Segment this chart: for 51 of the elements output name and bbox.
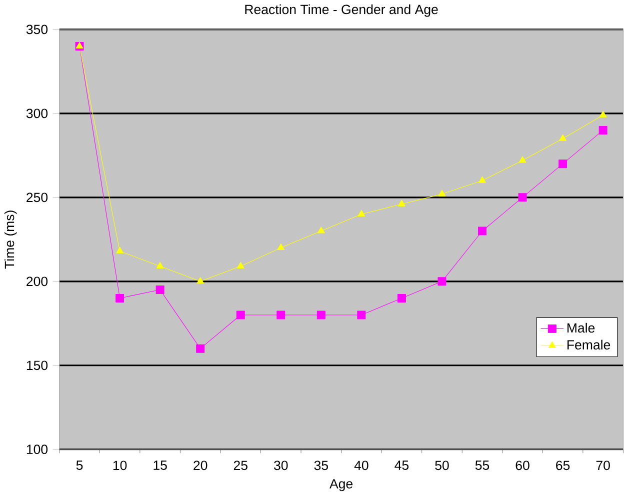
x-tick-label: 60 — [516, 460, 530, 470]
x-tick-label: 40 — [354, 460, 368, 470]
point — [317, 226, 325, 234]
x-tick-label: 45 — [394, 460, 409, 470]
x-tick-label: 15 — [154, 460, 167, 470]
point — [116, 294, 124, 303]
point — [478, 226, 486, 236]
x-axis-title: Age — [330, 479, 353, 492]
x-tick-label: 55 — [475, 460, 490, 470]
point — [156, 262, 164, 269]
y-tick-label: 200 — [26, 276, 48, 286]
x-tick-label: 50 — [435, 460, 449, 470]
y-tick-label: 150 — [26, 360, 48, 370]
point — [357, 310, 366, 320]
x-tick-label: 25 — [234, 460, 248, 470]
point — [276, 310, 286, 320]
x-tick-label: 65 — [556, 460, 570, 470]
point — [397, 294, 406, 303]
point — [599, 111, 607, 118]
legend-label: Male — [567, 323, 595, 333]
point — [558, 160, 568, 168]
point — [598, 126, 608, 135]
x-tick-label: 5 — [76, 460, 83, 470]
y-tick-label: 100 — [26, 444, 48, 454]
point — [236, 262, 244, 269]
x-tick-label: 70 — [596, 460, 610, 470]
x-tick-label: 35 — [314, 460, 328, 470]
point — [559, 134, 567, 142]
point — [277, 244, 285, 250]
y-tick-label: 300 — [26, 108, 48, 118]
point — [358, 210, 366, 217]
point — [316, 310, 326, 320]
point — [438, 277, 446, 286]
x-tick-label: 10 — [113, 460, 127, 470]
point — [438, 190, 446, 197]
y-tick-label: 350 — [26, 24, 48, 34]
point — [398, 200, 406, 207]
chart-title: Reaction Time - Gender and Age — [245, 4, 438, 18]
point — [196, 344, 205, 354]
y-axis-title: Time (ms) — [4, 210, 17, 269]
point — [518, 156, 526, 163]
legend-label: Female — [567, 340, 610, 350]
point — [196, 277, 204, 284]
point — [156, 286, 164, 294]
point — [236, 310, 245, 320]
x-tick-label: 30 — [274, 460, 288, 470]
point — [478, 176, 486, 184]
x-tick-label: 20 — [194, 460, 208, 470]
y-tick-label: 250 — [26, 192, 48, 202]
point — [116, 247, 124, 254]
point — [518, 193, 527, 202]
